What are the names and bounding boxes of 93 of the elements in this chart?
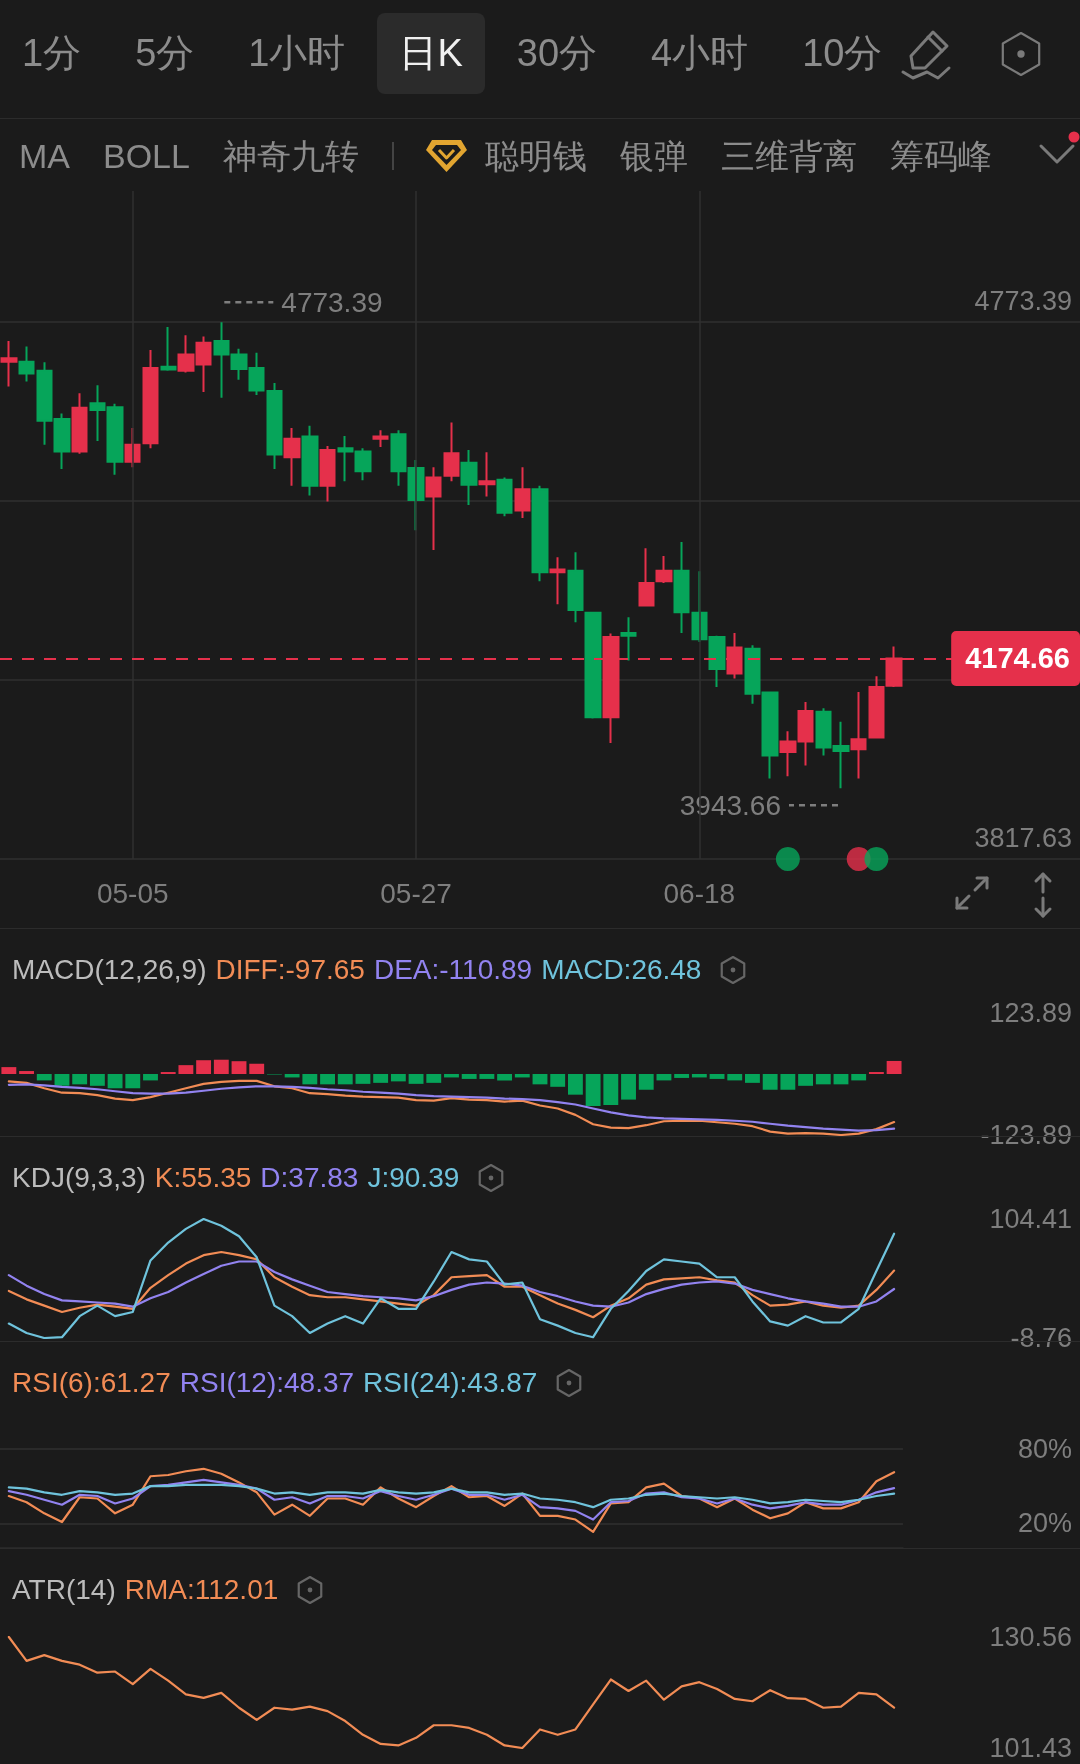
annotation: 3943.66 <box>679 789 781 821</box>
bar <box>479 1073 495 1079</box>
bar <box>107 1073 123 1088</box>
bar <box>125 1073 141 1088</box>
bar <box>851 1073 867 1080</box>
bar <box>249 1063 265 1074</box>
bar <box>143 1073 158 1080</box>
line-series <box>7 1635 896 1750</box>
text: MACD:26.48 <box>541 953 702 987</box>
chart-title: KDJ(9,3,3) <box>12 1161 146 1195</box>
y-tick-label: 4773.39 <box>974 285 1072 316</box>
bar <box>497 1073 513 1080</box>
bar <box>231 1060 247 1074</box>
bar <box>19 1070 34 1074</box>
bar <box>337 1073 353 1084</box>
text: BOLL <box>103 136 190 177</box>
annotation: 4773.39 <box>281 286 383 318</box>
bar <box>178 1064 194 1074</box>
category-label: 5分 <box>134 31 196 76</box>
chart-title: MACD(12,26,9) <box>12 953 207 987</box>
text: RSI(6):61.27 <box>12 1366 171 1400</box>
x-tick-label: 05-05 <box>96 877 169 909</box>
y-tick-label: -8.76 <box>1010 1322 1072 1353</box>
x-tick-label: 06-18 <box>663 877 736 909</box>
text: MA <box>19 136 70 177</box>
y-tick-label: 20% <box>1017 1507 1072 1538</box>
bar <box>390 1073 406 1081</box>
bar <box>196 1059 212 1074</box>
text: RSI(12):48.37 <box>179 1366 355 1400</box>
bar <box>745 1073 760 1083</box>
bar <box>798 1073 814 1086</box>
bar <box>727 1073 743 1080</box>
bar <box>373 1073 389 1083</box>
bar <box>1 1066 17 1074</box>
text: 筹码峰 <box>889 136 992 177</box>
line-series <box>7 1217 896 1339</box>
ref-line-label: 4174.66 <box>965 642 1070 675</box>
bar <box>302 1073 318 1084</box>
bar <box>36 1073 52 1080</box>
bar <box>815 1073 831 1084</box>
bar <box>408 1073 424 1084</box>
text: J:90.39 <box>367 1161 460 1195</box>
y-tick-label: 80% <box>1017 1433 1072 1464</box>
text: 银弹 <box>619 136 688 177</box>
bar <box>567 1073 583 1095</box>
bar <box>550 1073 566 1087</box>
chart-title: ATR(14) <box>12 1573 116 1607</box>
text: RSI(24):43.87 <box>363 1366 538 1400</box>
bar <box>621 1073 636 1100</box>
y-tick-label: 123.89 <box>989 997 1072 1028</box>
text: 聪明钱 <box>484 136 587 177</box>
bar <box>89 1073 105 1086</box>
bar <box>886 1060 902 1074</box>
bar <box>603 1073 619 1105</box>
x-tick-label: 05-27 <box>380 877 452 909</box>
line-series <box>7 1259 896 1308</box>
text: DIFF:-97.65 <box>215 953 365 987</box>
category-label: 30分 <box>515 31 599 76</box>
category-label: 4小时 <box>650 31 750 76</box>
bar <box>532 1073 548 1084</box>
y-tick-label: 104.41 <box>989 1203 1072 1234</box>
line-series <box>7 1467 896 1533</box>
text: D:37.83 <box>260 1161 359 1195</box>
text: RMA:112.01 <box>124 1573 279 1607</box>
category-label: 1小时 <box>247 31 347 76</box>
bar <box>674 1073 690 1078</box>
bar <box>426 1073 442 1083</box>
bar <box>585 1073 601 1106</box>
bar <box>762 1073 778 1090</box>
y-tick-label: 3817.63 <box>974 822 1072 853</box>
text: 三维背离 <box>720 136 857 177</box>
y-tick-label: 101.43 <box>989 1733 1072 1763</box>
bar <box>656 1073 672 1080</box>
bar <box>638 1073 654 1090</box>
bar <box>355 1073 371 1084</box>
category-label: 1分 <box>21 31 83 76</box>
text: 神奇九转 <box>222 136 359 177</box>
bar <box>54 1073 70 1086</box>
category-label: 10分 <box>801 31 884 76</box>
bar <box>461 1073 477 1079</box>
y-tick-label: 130.56 <box>989 1622 1072 1652</box>
bar <box>213 1059 229 1074</box>
line-series <box>7 1250 896 1318</box>
bar <box>320 1073 335 1084</box>
bar <box>72 1073 88 1084</box>
line-series <box>7 1478 896 1521</box>
bar <box>780 1073 796 1090</box>
bar <box>833 1073 849 1084</box>
line-series <box>7 1483 896 1508</box>
category-label: 日K <box>377 13 485 94</box>
text: DEA:-110.89 <box>373 953 533 987</box>
text: K:55.35 <box>154 1161 252 1195</box>
bar <box>709 1073 725 1079</box>
